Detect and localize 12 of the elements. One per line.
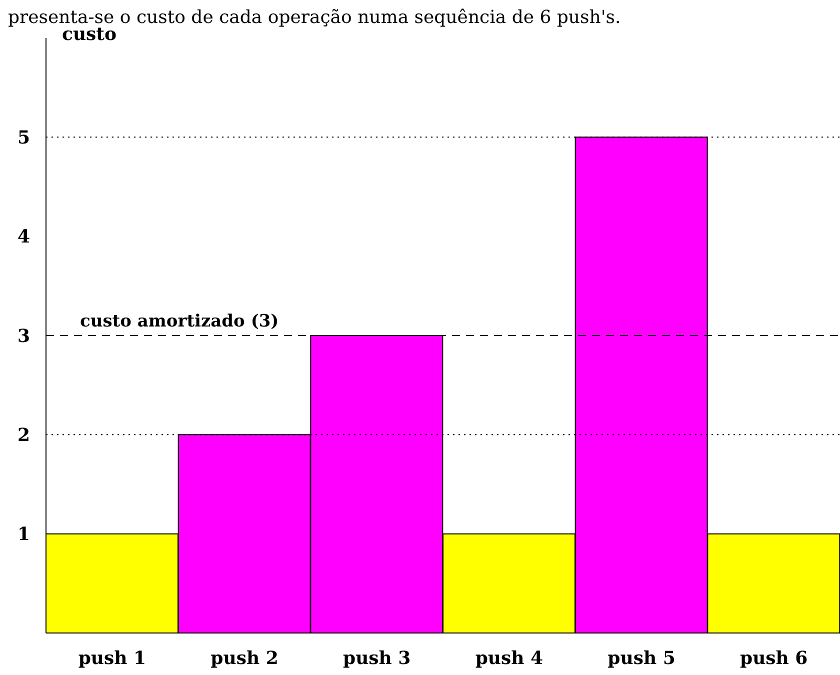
y-tick-label: 5 <box>17 128 30 149</box>
y-tick-label: 1 <box>17 524 30 546</box>
x-tick-label: push 3 <box>342 648 411 669</box>
x-tick-label: push 5 <box>608 648 676 669</box>
x-tick-label: push 6 <box>740 648 808 669</box>
y-tick-label: 2 <box>17 425 30 446</box>
y-tick-label: 3 <box>17 326 30 347</box>
x-tick-label: push 1 <box>78 648 146 669</box>
y-tick-label: 4 <box>17 226 30 248</box>
x-tick-label: push 4 <box>475 648 544 669</box>
ref-line-label: custo amortizado (3) <box>80 312 279 332</box>
x-tick-label: push 2 <box>210 648 278 669</box>
